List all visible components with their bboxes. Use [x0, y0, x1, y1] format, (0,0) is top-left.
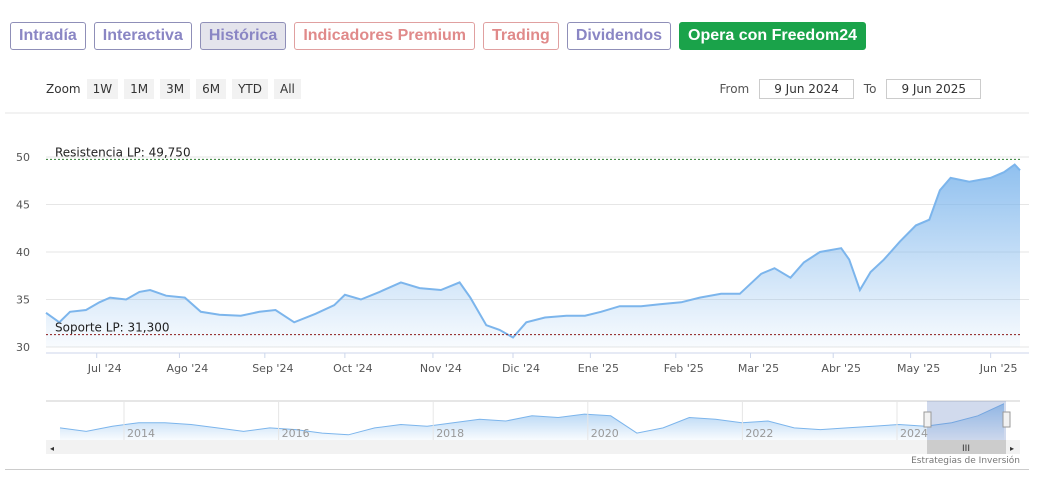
x-tick-label: Dic '24 [502, 362, 540, 375]
zoom-label: Zoom [46, 82, 81, 96]
scroll-left-arrow-icon[interactable]: ◂ [50, 444, 54, 453]
scrollbar-track[interactable] [46, 440, 1020, 454]
tab-dividendos[interactable]: Dividendos [566, 22, 672, 50]
to-date-input[interactable]: 9 Jun 2025 [886, 79, 981, 99]
tab-interactiva[interactable]: Interactiva [93, 22, 192, 50]
from-label: From [719, 82, 750, 96]
scrollbar-thumb[interactable] [927, 440, 1006, 454]
x-tick-label: Feb '25 [664, 362, 704, 375]
scroll-right-arrow-icon[interactable]: ▸ [1010, 444, 1014, 453]
x-tick-label: Jul '24 [87, 362, 122, 375]
zoom-all-button[interactable]: All [274, 79, 301, 99]
navigator-year-label: 2018 [436, 427, 464, 440]
navigator-area [60, 403, 1004, 440]
x-tick-label: Abr '25 [821, 362, 861, 375]
navigator-year-label: 2024 [900, 427, 928, 440]
zoom-3m-button[interactable]: 3M [160, 79, 191, 99]
navigator-year-label: 2014 [127, 427, 155, 440]
navigator-selection [927, 401, 1006, 440]
tab-trading[interactable]: Trading [483, 22, 559, 50]
y-tick-label: 40 [16, 246, 30, 259]
zoom-1w-button[interactable]: 1W [86, 79, 119, 99]
x-tick-label: Mar '25 [738, 362, 779, 375]
zoom-1m-button[interactable]: 1M [124, 79, 155, 99]
price-line [45, 163, 1021, 339]
y-tick-label: 45 [16, 199, 30, 212]
from-date-input[interactable]: 9 Jun 2024 [759, 79, 854, 99]
price-area [46, 164, 1020, 347]
date-range: From 9 Jun 2024 To 9 Jun 2025 [719, 79, 981, 99]
x-tick-label: Jun '25 [979, 362, 1018, 375]
tab-indicadores-premium[interactable]: Indicadores Premium [294, 22, 476, 50]
zoom-ytd-button[interactable]: YTD [232, 79, 268, 99]
y-tick-label: 50 [16, 151, 30, 164]
support-label: Soporte LP: 31,300 [55, 321, 170, 335]
navigator-year-label: 2016 [282, 427, 310, 440]
y-tick-label: 35 [16, 294, 30, 307]
x-tick-label: Ene '25 [578, 362, 619, 375]
navigator-handle[interactable] [923, 411, 932, 428]
navigator-year-label: 2020 [591, 427, 619, 440]
to-label: To [863, 82, 877, 96]
scrollbar-grip-icon: III [962, 444, 970, 454]
chart-credit[interactable]: Estrategias de Inversión [911, 456, 1020, 466]
navigator-year-label: 2022 [745, 427, 773, 440]
navigator-line [59, 403, 1005, 436]
zoom-6m-button[interactable]: 6M [196, 79, 227, 99]
tab-historica[interactable]: Histórica [199, 22, 287, 50]
resistance-label: Resistencia LP: 49,750 [55, 145, 191, 159]
x-tick-label: Oct '24 [333, 362, 373, 375]
tab-intradia[interactable]: Intradía [10, 22, 86, 50]
x-tick-label: Nov '24 [420, 362, 462, 375]
zoom-selector: Zoom 1W 1M 3M 6M YTD All [46, 79, 301, 99]
x-tick-label: May '25 [897, 362, 940, 375]
opera-freedom24-button[interactable]: Opera con Freedom24 [679, 22, 866, 50]
x-tick-label: Sep '24 [252, 362, 293, 375]
bottom-divider [5, 469, 1029, 470]
y-tick-label: 30 [16, 341, 30, 354]
x-tick-label: Ago '24 [167, 362, 209, 375]
view-tabs: Intradía Interactiva Histórica Indicador… [10, 22, 866, 50]
navigator-handle[interactable] [1002, 411, 1011, 428]
